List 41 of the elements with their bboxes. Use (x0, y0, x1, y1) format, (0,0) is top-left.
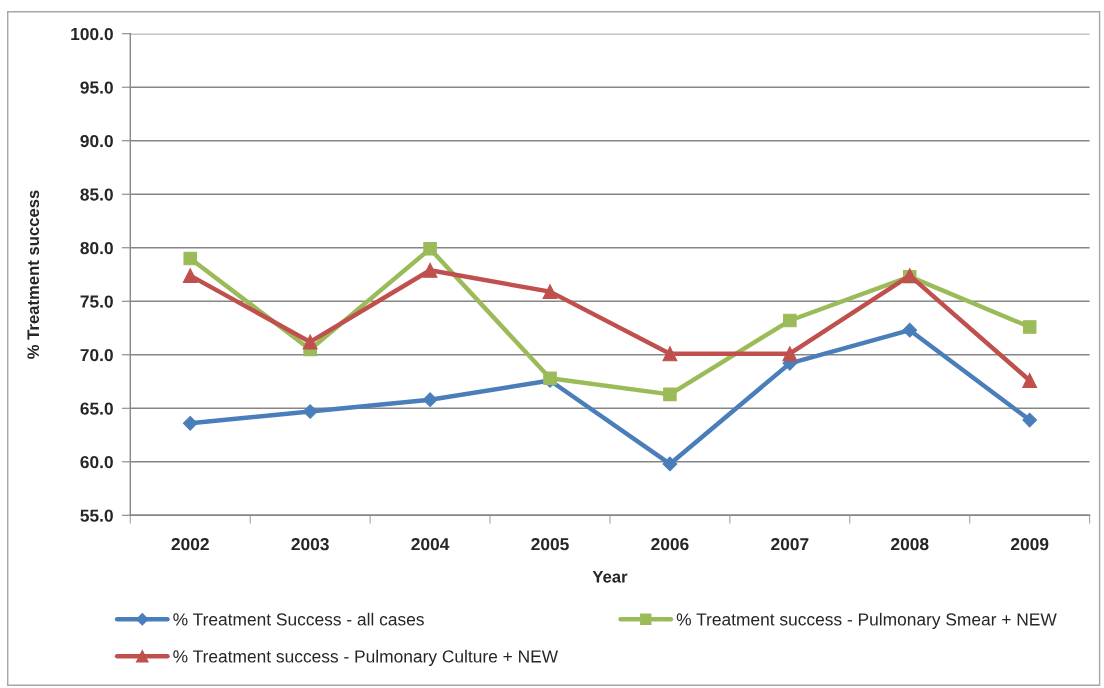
point (422, 392, 438, 408)
y-tick-label: 85.0 (80, 188, 113, 201)
x-tick-label: 2006 (651, 537, 689, 551)
y-tick-label: 65.0 (80, 402, 113, 415)
point (422, 262, 438, 278)
x-tick-label: 2007 (771, 537, 809, 551)
y-tick-label: 100.0 (71, 27, 113, 41)
y-tick-label: 75.0 (80, 295, 113, 308)
point (783, 313, 797, 328)
y-tick-label: 90.0 (80, 134, 113, 148)
point (662, 346, 678, 362)
x-tick-label: 2003 (291, 537, 329, 551)
point (183, 251, 197, 266)
legend-label: % Treatment Success - all cases (173, 612, 424, 626)
point (782, 346, 798, 362)
point (662, 456, 678, 472)
point (302, 404, 318, 419)
x-tick-label: 2005 (531, 537, 569, 551)
point (302, 334, 318, 350)
point (182, 415, 198, 431)
point (542, 284, 558, 300)
point (182, 268, 198, 284)
legend-label: % Treatment success - Pulmonary Culture + NEW (173, 649, 559, 667)
y-axis-title: % Treatment success (27, 190, 40, 359)
y-tick-label: 60.0 (80, 455, 113, 469)
point (902, 322, 918, 338)
point (1022, 320, 1037, 334)
x-tick-label: 2008 (891, 537, 929, 551)
point (423, 242, 437, 256)
x-tick-label: 2002 (171, 537, 209, 551)
point (663, 387, 677, 402)
point (1022, 373, 1038, 388)
x-axis-title: Year (592, 571, 628, 583)
y-tick-label: 70.0 (80, 348, 113, 362)
x-tick-label: 2004 (411, 537, 450, 551)
y-tick-label: 55.0 (80, 509, 113, 522)
legend-label: % Treatment success - Pulmonary Smear + NEW (676, 612, 1057, 629)
y-tick-label: 80.0 (80, 241, 113, 255)
x-tick-label: 2009 (1010, 537, 1049, 551)
y-tick-label: 95.0 (80, 81, 113, 94)
point (1022, 412, 1038, 428)
